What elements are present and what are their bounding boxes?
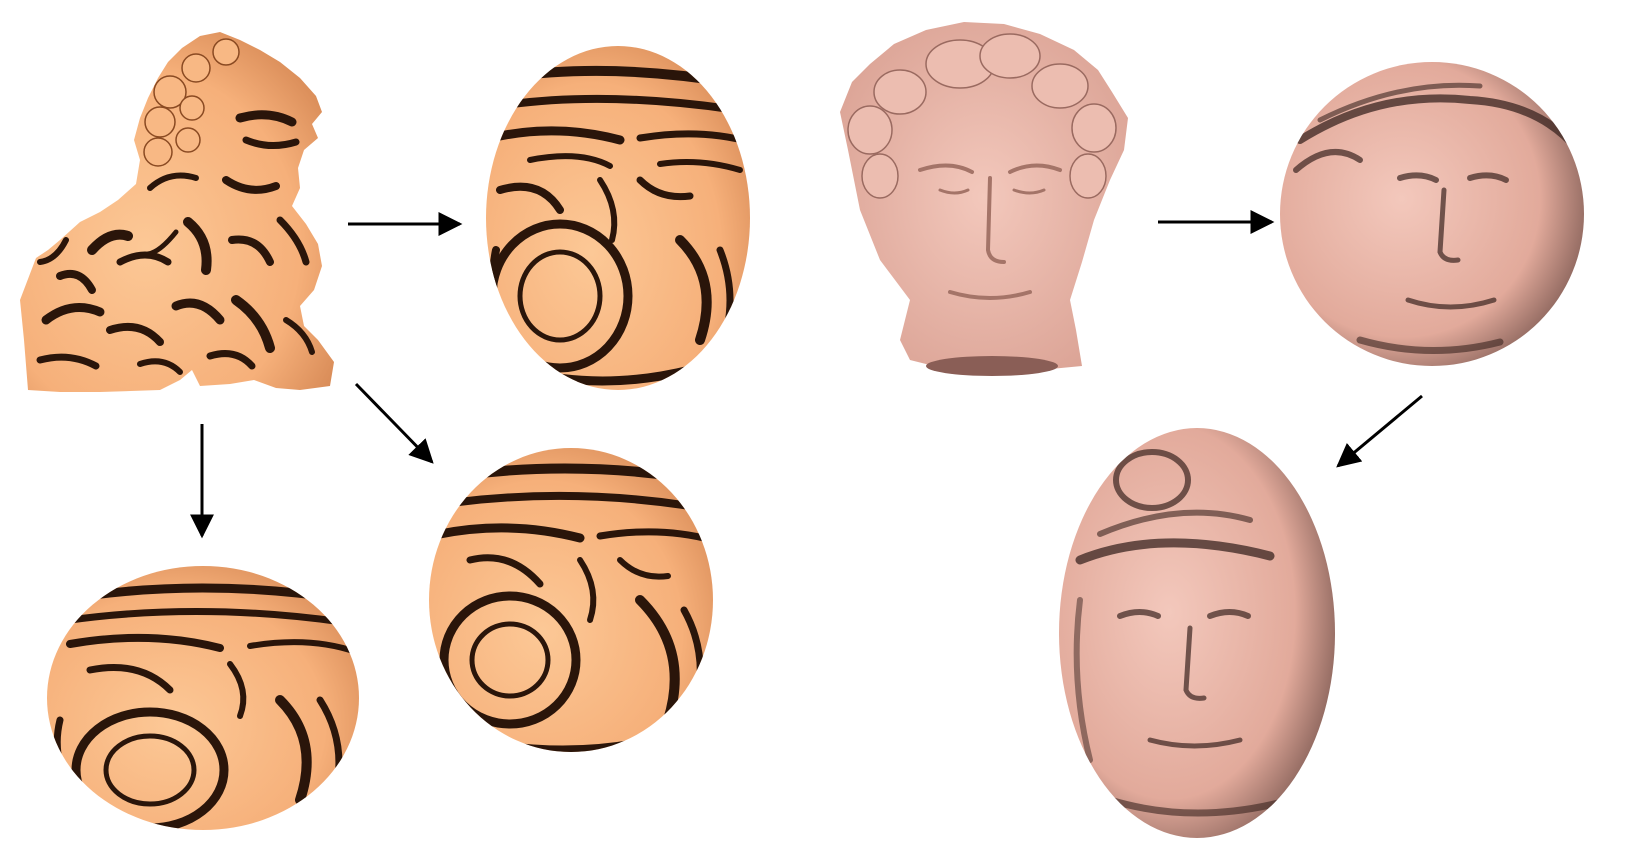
lion-statue [20,32,334,392]
lion-ellipsoid-wide [47,566,359,830]
head-sphere [1280,62,1584,366]
lion-ellipsoid-tall [486,46,750,390]
david-head [840,22,1128,376]
head-ellipsoid-tall [1059,428,1335,838]
lion-ellipsoid-round [429,448,713,752]
arrow-lion-to-round [354,382,434,464]
arrow-sphere-to-tall [1336,394,1423,468]
arrows [190,210,1423,539]
